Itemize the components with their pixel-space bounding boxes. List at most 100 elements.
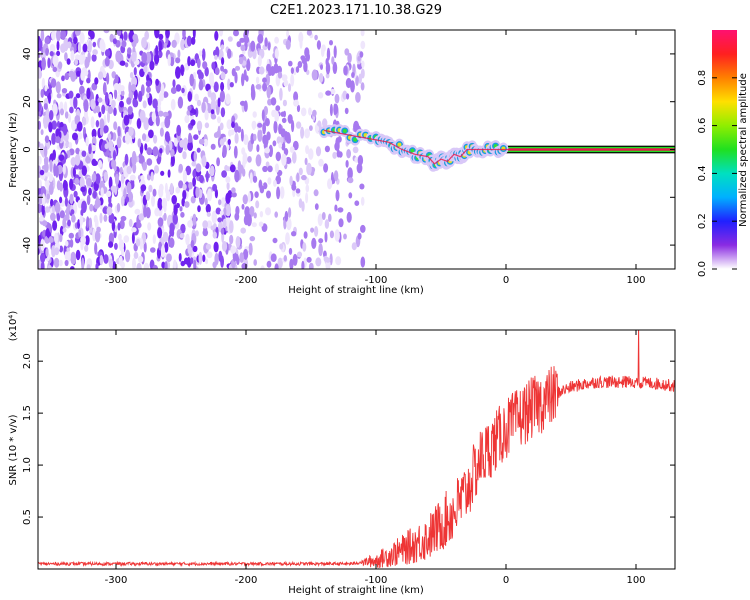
heatmap-cell — [72, 132, 78, 141]
heatmap-cell — [91, 128, 97, 139]
heatmap-cell — [329, 103, 333, 117]
heatmap-cell — [250, 83, 255, 94]
heatmap-cell — [86, 264, 91, 269]
heatmap-cell — [141, 52, 148, 64]
heatmap-cell — [89, 203, 94, 212]
heatmap-cell — [144, 30, 150, 40]
heatmap-cell — [164, 115, 171, 129]
heatmap-cell — [180, 260, 186, 267]
heatmap-cell — [136, 118, 142, 129]
heatmap-cell — [336, 149, 340, 158]
heatmap-cell — [171, 39, 177, 49]
heatmap-cell — [271, 109, 276, 118]
heatmap-cell — [143, 262, 150, 269]
heatmap-cell — [225, 93, 231, 105]
heatmap-cell — [116, 202, 121, 213]
heatmap-cell — [108, 176, 113, 190]
heatmap-cell — [281, 74, 288, 82]
heatmap-cell — [360, 196, 365, 206]
heatmap-cell — [119, 100, 124, 108]
heatmap-cell — [131, 76, 138, 87]
heatmap-cell — [201, 48, 206, 61]
heatmap-cell — [108, 258, 114, 269]
heatmap-cell — [143, 241, 147, 253]
heatmap-cell — [315, 257, 322, 267]
heatmap-cell — [182, 137, 189, 151]
heatmap-cell — [50, 212, 56, 221]
heatmap-cell — [103, 214, 108, 222]
heatmap-cell — [214, 30, 219, 41]
heatmap-cell — [264, 135, 269, 146]
heatmap-cell — [103, 125, 109, 134]
heatmap-cell — [148, 184, 153, 193]
heatmap-cell — [359, 183, 365, 190]
heatmap-cell — [356, 163, 363, 174]
heatmap-cell — [104, 92, 109, 105]
heatmap-cell — [124, 62, 129, 68]
heatmap-cell — [52, 158, 58, 166]
heatmap-cell — [123, 235, 130, 243]
heatmap-cell — [58, 259, 63, 267]
heatmap-cell — [262, 77, 267, 83]
heatmap-cell — [61, 88, 68, 94]
heatmap-cell — [117, 94, 121, 102]
heatmap-cell — [206, 251, 213, 259]
heatmap-cell — [231, 187, 236, 194]
heatmap-cell — [169, 223, 175, 234]
heatmap-cell — [158, 40, 163, 52]
heatmap-cell — [334, 142, 340, 151]
heatmap-cell — [97, 97, 103, 103]
heatmap-cell — [297, 61, 303, 68]
heatmap-cell — [139, 237, 144, 250]
heatmap-cell — [153, 134, 158, 144]
heatmap-cell — [38, 165, 41, 178]
heatmap-cell — [280, 136, 284, 145]
heatmap-cell — [360, 256, 366, 268]
heatmap-cell — [189, 73, 194, 87]
heatmap-cell — [38, 193, 43, 205]
heatmap-cell — [231, 121, 235, 128]
heatmap-cell — [226, 119, 233, 130]
heatmap-cell — [88, 187, 92, 196]
heatmap-cell — [293, 66, 297, 76]
heatmap-cell — [173, 204, 178, 216]
heatmap-cell — [275, 175, 282, 185]
heatmap-cell — [175, 186, 181, 194]
heatmap-cell — [125, 196, 130, 203]
heatmap-cell — [255, 200, 260, 209]
heatmap-cell — [295, 121, 302, 129]
heatmap-cell — [146, 158, 153, 166]
heatmap-cell — [300, 55, 306, 61]
heatmap-cell — [147, 222, 152, 231]
heatmap-cell — [118, 255, 123, 267]
heatmap-cell — [40, 260, 45, 269]
heatmap-cell — [133, 89, 138, 100]
heatmap-cell — [227, 48, 232, 59]
heatmap-cell — [251, 222, 257, 228]
heatmap-cell — [172, 79, 176, 88]
heatmap-cell — [180, 64, 185, 74]
heatmap-cell — [279, 186, 285, 199]
heatmap-cell — [274, 211, 279, 218]
snr-series — [38, 330, 675, 569]
heatmap-cell — [143, 205, 147, 218]
heatmap-cell — [38, 120, 41, 130]
heatmap-cell — [58, 154, 65, 161]
heatmap-cell — [262, 122, 266, 135]
heatmap-cell — [209, 72, 214, 85]
heatmap-cell — [83, 99, 89, 113]
heatmap-cell — [90, 144, 96, 152]
track-core — [397, 142, 402, 147]
heatmap-cell — [94, 198, 101, 208]
heatmap-cell — [267, 165, 273, 173]
heatmap-cell — [220, 227, 225, 235]
heatmap-cell — [119, 60, 126, 66]
heatmap-cell — [234, 71, 238, 84]
heatmap-cell — [204, 122, 210, 129]
heatmap-cell — [188, 132, 192, 144]
heatmap-cell — [266, 63, 271, 72]
heatmap-cell — [40, 88, 44, 98]
heatmap-cell — [304, 128, 310, 139]
heatmap-cell — [210, 99, 217, 112]
heatmap-cell — [335, 256, 342, 266]
